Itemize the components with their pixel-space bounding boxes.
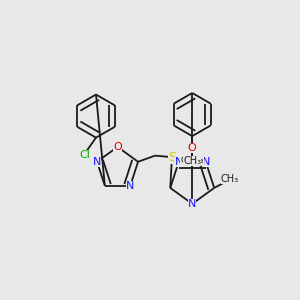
Text: O: O bbox=[113, 142, 122, 152]
FancyBboxPatch shape bbox=[168, 153, 176, 161]
FancyBboxPatch shape bbox=[202, 159, 209, 166]
Text: N: N bbox=[126, 181, 134, 191]
Text: Cl: Cl bbox=[80, 150, 91, 160]
Text: CH₃: CH₃ bbox=[220, 174, 239, 184]
Text: N: N bbox=[175, 157, 183, 167]
Text: CH₃: CH₃ bbox=[183, 156, 201, 166]
FancyBboxPatch shape bbox=[189, 145, 196, 152]
FancyBboxPatch shape bbox=[184, 157, 200, 164]
Text: OCH₃: OCH₃ bbox=[180, 156, 204, 165]
Text: S: S bbox=[168, 151, 176, 164]
FancyBboxPatch shape bbox=[189, 200, 196, 207]
FancyBboxPatch shape bbox=[80, 151, 91, 158]
FancyBboxPatch shape bbox=[223, 175, 236, 182]
FancyBboxPatch shape bbox=[127, 182, 134, 189]
FancyBboxPatch shape bbox=[114, 143, 121, 150]
FancyBboxPatch shape bbox=[94, 158, 100, 165]
Text: N: N bbox=[188, 199, 196, 209]
Text: O: O bbox=[188, 143, 197, 153]
FancyBboxPatch shape bbox=[175, 159, 182, 166]
Text: N: N bbox=[93, 157, 101, 167]
Text: N: N bbox=[202, 157, 210, 167]
